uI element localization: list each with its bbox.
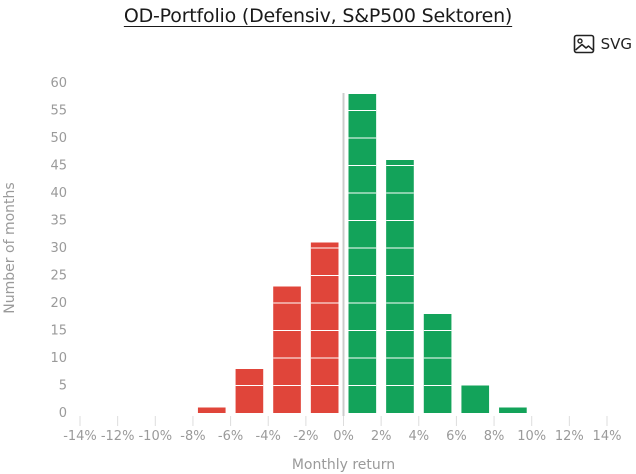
x-tick-label: -2% [293,429,318,444]
histogram-bar[interactable] [461,385,490,414]
histogram-bar[interactable] [235,369,264,413]
y-tick-label: 0 [59,406,67,421]
histogram-bar[interactable] [499,407,527,414]
y-tick-label: 40 [50,186,67,201]
y-tick-label: 5 [59,379,67,394]
x-tick-label: 8% [484,429,505,444]
x-tick-label: 0% [333,429,354,444]
y-tick-label: 15 [50,324,67,339]
y-axis-title: Number of months [2,182,18,313]
histogram-bar[interactable] [348,94,377,413]
x-axis-title: Monthly return [292,457,395,473]
x-tick-label: -12% [101,429,135,444]
y-tick-label: 60 [50,76,67,91]
y-tick-label: 45 [50,159,67,174]
histogram-bar[interactable] [273,286,301,414]
x-tick-label: -6% [218,429,243,444]
x-tick-label: 10% [517,429,546,444]
histogram-bar[interactable] [197,407,226,414]
histogram-bar[interactable] [386,160,414,413]
x-tick-label: 4% [408,429,429,444]
histogram-bar[interactable] [310,242,339,414]
x-tick-label: 12% [555,429,584,444]
y-tick-label: 30 [50,241,67,256]
x-tick-label: 14% [593,429,622,444]
x-tick-label: 6% [446,429,467,444]
x-tick-label: -4% [256,429,281,444]
x-tick-label: -10% [138,429,172,444]
export-svg-button[interactable]: SVG [573,34,632,54]
x-tick-label: -8% [180,429,205,444]
grid-layer [79,416,608,426]
chart-title: OD-Portfolio (Defensiv, S&P500 Sektoren) [123,5,513,27]
y-tick-label: 50 [50,131,67,146]
y-tick-label: 35 [50,214,67,229]
y-tick-label: 20 [50,296,67,311]
x-tick-label: -14% [63,429,97,444]
image-icon [573,34,595,54]
y-tick-label: 10 [50,351,67,366]
histogram-bar[interactable] [423,314,452,413]
y-tick-label: 25 [50,269,67,284]
bars-layer [197,93,527,416]
export-svg-label: SVG [600,35,632,53]
y-tick-label: 55 [50,104,67,119]
x-tick-label: 2% [371,429,392,444]
